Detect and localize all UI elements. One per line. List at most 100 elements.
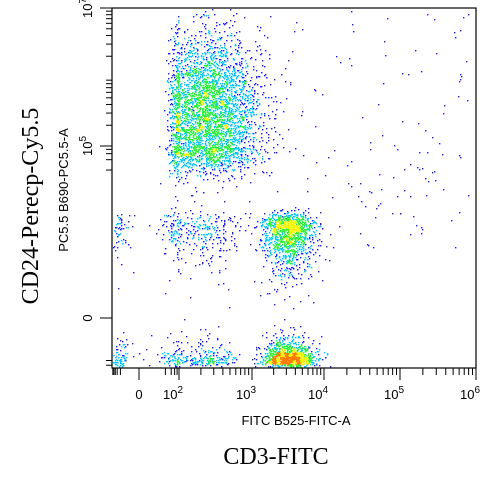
event-point [226, 85, 228, 87]
event-point [274, 325, 276, 327]
event-point [215, 84, 217, 86]
event-point [286, 215, 288, 217]
event-point [194, 87, 196, 89]
event-point [232, 169, 234, 171]
event-point [246, 106, 248, 108]
event-point [249, 133, 251, 135]
event-point [236, 152, 238, 154]
event-point [259, 153, 261, 155]
event-point [203, 58, 205, 60]
event-point [283, 147, 285, 149]
event-point [248, 84, 250, 86]
event-point [204, 147, 206, 149]
event-point [315, 252, 317, 254]
event-point [201, 152, 203, 154]
event-point [193, 154, 195, 156]
event-point [192, 104, 194, 106]
event-point [197, 59, 199, 61]
event-point [189, 75, 191, 77]
event-point [212, 83, 214, 85]
event-point [219, 158, 221, 160]
event-point [303, 348, 305, 350]
event-point [221, 165, 223, 167]
event-point [208, 132, 210, 134]
event-point [193, 132, 195, 134]
event-point [207, 153, 209, 155]
event-point [284, 243, 286, 245]
event-point [239, 31, 241, 33]
event-point [272, 215, 274, 217]
event-point [211, 165, 213, 167]
event-point [209, 157, 211, 159]
event-point [215, 100, 217, 102]
event-point [178, 131, 180, 133]
event-point [168, 94, 170, 96]
event-point [177, 128, 179, 130]
event-point [208, 142, 210, 144]
event-point [220, 97, 222, 99]
event-point [280, 345, 282, 347]
event-point [211, 107, 213, 109]
event-point [200, 138, 202, 140]
event-point [279, 360, 281, 362]
event-point [217, 90, 219, 92]
event-point [296, 222, 298, 224]
event-point [209, 85, 211, 87]
event-point [177, 36, 179, 38]
event-point [214, 73, 216, 75]
event-point [211, 63, 213, 65]
event-point [188, 121, 190, 123]
event-point [208, 119, 210, 121]
event-point [204, 120, 206, 122]
event-point [178, 157, 180, 159]
event-point [194, 145, 196, 147]
event-point [205, 130, 207, 132]
event-point [218, 98, 220, 100]
event-point [213, 153, 215, 155]
event-point [265, 97, 267, 99]
event-point [195, 164, 197, 166]
event-point [280, 338, 282, 340]
event-point [217, 135, 219, 137]
event-point [201, 117, 203, 119]
event-point [232, 120, 234, 122]
event-point [235, 92, 237, 94]
event-point [197, 54, 199, 56]
event-point [194, 127, 196, 129]
event-point [217, 144, 219, 146]
event-point [199, 127, 201, 129]
event-point [206, 134, 208, 136]
event-point [216, 107, 218, 109]
event-point [190, 56, 192, 58]
event-point [210, 164, 212, 166]
event-point [175, 107, 177, 109]
event-point [256, 70, 258, 72]
event-point [176, 75, 178, 77]
event-point [259, 30, 261, 32]
event-point [211, 76, 213, 78]
event-point [240, 89, 242, 91]
event-point [185, 145, 187, 147]
event-point [231, 143, 233, 145]
event-point [177, 94, 179, 96]
event-point [213, 73, 215, 75]
event-point [202, 132, 204, 134]
event-point [206, 103, 208, 105]
event-point [201, 90, 203, 92]
event-point [226, 141, 228, 143]
event-point [235, 103, 237, 105]
event-point [255, 160, 257, 162]
event-point [278, 346, 280, 348]
event-point [214, 28, 216, 30]
event-point [225, 151, 227, 153]
event-point [202, 131, 204, 133]
event-point [200, 93, 202, 95]
event-point [216, 129, 218, 131]
event-point [230, 145, 232, 147]
event-point [281, 276, 283, 278]
event-point [181, 148, 183, 150]
event-point [198, 99, 200, 101]
event-point [219, 48, 221, 50]
event-point [308, 354, 310, 356]
event-point [219, 101, 221, 103]
